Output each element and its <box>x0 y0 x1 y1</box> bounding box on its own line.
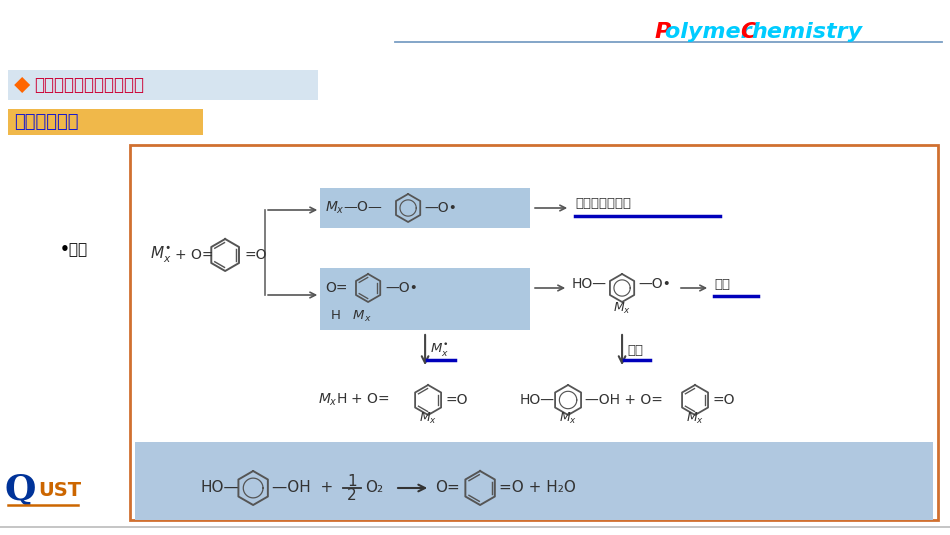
Text: $M_x^•$: $M_x^•$ <box>430 341 449 358</box>
Text: $M_x$: $M_x$ <box>686 410 704 425</box>
Text: =O: =O <box>446 393 467 407</box>
Text: $M_x$H + O=: $M_x$H + O= <box>318 392 390 408</box>
Text: 偶合: 偶合 <box>714 278 730 291</box>
Text: HO—: HO— <box>572 277 607 291</box>
Text: $M_x^•$: $M_x^•$ <box>150 244 172 266</box>
Text: Q: Q <box>5 473 36 507</box>
Text: H   $M_x$: H $M_x$ <box>330 309 371 324</box>
Text: O₂: O₂ <box>365 480 383 495</box>
Text: $M_x$: $M_x$ <box>559 410 577 425</box>
Text: •苯醌: •苯醌 <box>60 242 88 257</box>
Text: olymer: olymer <box>665 22 759 42</box>
Text: —O•: —O• <box>385 281 418 295</box>
Text: $M_x$: $M_x$ <box>419 410 437 425</box>
Polygon shape <box>14 77 30 93</box>
Text: $M_x$—O—: $M_x$—O— <box>325 200 383 216</box>
FancyBboxPatch shape <box>9 70 318 100</box>
Text: —O•: —O• <box>638 277 671 291</box>
Text: =O + H₂O: =O + H₂O <box>499 480 576 495</box>
Text: =O: =O <box>244 248 267 262</box>
Text: O=: O= <box>325 281 348 295</box>
Text: HO—: HO— <box>520 393 555 407</box>
Text: =O: =O <box>712 393 734 407</box>
Text: P: P <box>654 22 671 42</box>
Text: 2: 2 <box>348 487 357 502</box>
Text: HO—: HO— <box>200 480 238 495</box>
Text: —OH  +: —OH + <box>272 480 333 495</box>
Text: —OH + O=: —OH + O= <box>585 393 663 407</box>
Text: O=: O= <box>435 480 460 495</box>
Text: $M_x$: $M_x$ <box>613 301 631 316</box>
Text: C: C <box>740 22 756 42</box>
FancyBboxPatch shape <box>130 145 938 520</box>
Text: 阻聚剂的类型及阻聚机理: 阻聚剂的类型及阻聚机理 <box>34 76 144 94</box>
Text: hemistry: hemistry <box>751 22 863 42</box>
Text: 1: 1 <box>348 473 357 488</box>
FancyBboxPatch shape <box>320 188 530 228</box>
Text: —O•: —O• <box>424 201 457 215</box>
Text: + O=: + O= <box>175 248 214 262</box>
FancyBboxPatch shape <box>135 442 933 520</box>
Text: UST: UST <box>38 480 82 500</box>
FancyBboxPatch shape <box>320 268 530 330</box>
Text: 加成型阻聚剂: 加成型阻聚剂 <box>14 113 79 131</box>
Text: 偶合或歧化终止: 偶合或歧化终止 <box>575 196 631 210</box>
FancyBboxPatch shape <box>9 109 203 135</box>
Text: 歧化: 歧化 <box>627 343 643 356</box>
